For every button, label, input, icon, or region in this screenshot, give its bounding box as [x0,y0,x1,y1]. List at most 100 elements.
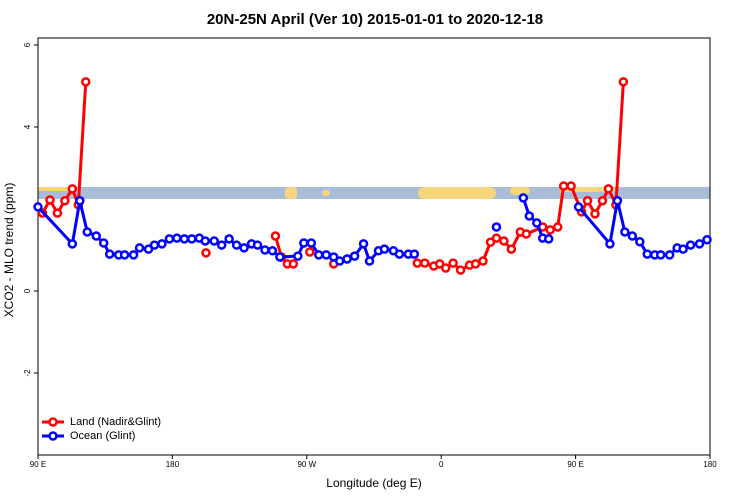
data-point [299,238,309,248]
data-point [605,239,615,249]
data-point [82,227,93,237]
data-point [379,244,390,254]
data-point [328,252,339,262]
data-point [172,233,182,243]
data-point [394,249,405,259]
data-point [627,231,638,241]
data-point [440,263,451,273]
data-point [209,236,219,246]
y-tick-label: 0 [23,288,32,293]
data-point [134,243,145,253]
data-point [119,250,130,260]
data-point [590,209,600,219]
data-point [275,252,285,262]
data-point [620,227,630,237]
data-point [67,239,78,249]
data-point [532,218,542,228]
data-point [685,240,696,250]
data-point [420,258,430,268]
data-point [306,238,317,248]
data-point [582,196,593,206]
data-point [702,234,712,245]
x-tick-label: 90 E [30,460,46,469]
data-point [518,193,529,203]
data-point [678,244,688,254]
data-point [200,236,211,246]
data-point [98,238,109,248]
data-point [524,211,535,221]
data-point [45,195,55,205]
data-point [157,239,167,249]
data-point [603,184,614,194]
y-tick-label: -2 [23,369,32,377]
data-point [104,249,115,259]
data-point [491,233,502,243]
data-point [128,250,139,260]
data-point [412,258,423,268]
legend-marker [48,431,58,441]
map-band [38,187,710,199]
chart-title: 20N-25N April (Ver 10) 2015-01-01 to 202… [207,11,543,28]
series-line [41,81,625,272]
data-point [655,250,666,260]
data-point [597,196,608,206]
data-point [293,251,303,261]
data-point [491,222,502,232]
data-point [143,244,154,254]
data-point [552,222,563,232]
data-point [216,240,227,250]
data-point [224,234,234,244]
data-point [545,225,555,235]
data-point [33,202,43,212]
data-point [521,229,532,239]
data-point [75,196,85,206]
data-point [478,256,488,266]
data-point [635,237,645,247]
y-axis-label: XCO2 - MLO trend (ppm) [2,183,16,318]
data-point [179,234,190,244]
data-point [334,256,345,266]
data-point [164,234,175,244]
data-point [664,250,675,260]
legend-label: Land (Nadir&Glint) [70,416,161,428]
data-point [499,236,509,246]
data-point [448,258,458,268]
data-point [252,240,263,250]
data-point [566,181,576,191]
data-point [349,251,360,261]
data-point [642,249,653,259]
data-point [342,254,352,264]
x-tick-label: 90 E [567,460,583,469]
data-point [52,208,63,218]
data-point [231,240,242,250]
data-point [364,256,375,266]
data-point [485,237,496,247]
legend-marker [48,417,58,427]
x-tick-label: 180 [166,460,180,469]
x-axis-label: Longitude (deg E) [326,476,421,490]
y-tick-label: 6 [23,42,32,47]
data-point [358,239,369,249]
data-point [618,77,629,87]
data-point [506,244,517,254]
plot-frame [37,37,711,456]
data-point [149,240,160,250]
data-point [470,259,481,269]
data-point [543,234,554,244]
data-point [187,234,197,244]
data-point [260,245,270,255]
data-point [81,77,91,87]
x-tick-label: 0 [439,460,444,469]
y-tick-label: 4 [23,124,32,129]
data-point [455,265,466,275]
data-point [60,196,70,206]
data-point [612,196,623,206]
data-point [321,250,331,260]
data-point [305,247,315,257]
legend-label: Ocean (Glint) [70,430,135,442]
data-point [67,184,78,194]
data-point [434,259,445,269]
data-point [558,181,569,191]
x-tick-label: 180 [703,460,717,469]
